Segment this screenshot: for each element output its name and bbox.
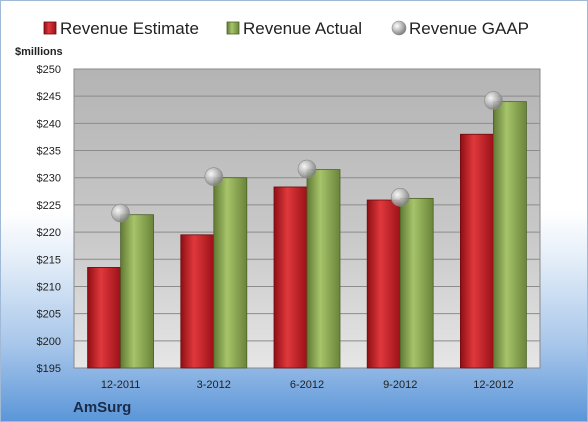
- bar-revenue-estimate: [366, 199, 401, 369]
- marker-revenue-gaap: [484, 91, 503, 110]
- marker-revenue-gaap: [297, 159, 317, 179]
- y-axis-ticks: $195 $200 $205 $210 $215 $220 $225 $230 $235 $240…: [37, 64, 61, 375]
- bar-revenue-estimate: [87, 267, 121, 369]
- legend-label: Revenue GAAP: [409, 19, 529, 38]
- y-tick-label: $200: [37, 336, 61, 348]
- x-tick-label: 12-2012: [473, 379, 513, 391]
- y-tick-label: $225: [37, 200, 61, 212]
- y-tick-label: $220: [37, 227, 61, 239]
- marker-revenue-gaap: [204, 167, 224, 186]
- y-tick-label: $230: [37, 173, 61, 185]
- x-tick-label: 6-2012: [290, 379, 324, 391]
- company-name: AmSurg: [73, 399, 132, 416]
- legend-swatch: [43, 21, 57, 35]
- bar-revenue-estimate: [273, 186, 308, 369]
- bar-revenue-estimate: [459, 133, 494, 369]
- y-tick-label: $245: [37, 91, 61, 103]
- x-axis-ticks: 12-2011 3-2012 6-2012 9-2012 12-2012: [101, 379, 514, 391]
- bar-revenue-actual: [399, 197, 434, 369]
- x-tick-label: 9-2012: [383, 379, 417, 391]
- y-tick-label: $205: [37, 309, 61, 321]
- bar-revenue-actual: [120, 214, 154, 369]
- bar-revenue-actual: [306, 169, 341, 369]
- y-tick-label: $210: [37, 281, 61, 293]
- y-tick-label: $215: [37, 254, 61, 266]
- y-unit-label: $millions: [15, 46, 63, 58]
- y-tick-label: $235: [37, 146, 61, 158]
- bars: [87, 101, 527, 369]
- legend: Revenue Estimate Revenue Actual Revenue GA…: [43, 19, 529, 38]
- marker-revenue-gaap: [390, 187, 410, 207]
- bar-revenue-actual: [492, 101, 527, 369]
- marker-revenue-gaap: [111, 203, 130, 223]
- bar-revenue-estimate: [180, 234, 215, 369]
- legend-label: Revenue Estimate: [60, 19, 199, 38]
- legend-marker: [391, 20, 407, 36]
- x-tick-label: 3-2012: [197, 379, 231, 391]
- y-tick-label: $250: [37, 64, 61, 76]
- gaap-markers: [111, 91, 503, 223]
- legend-swatch: [226, 21, 240, 35]
- y-tick-label: $240: [37, 118, 61, 130]
- bar-revenue-actual: [213, 177, 248, 369]
- legend-label: Revenue Actual: [243, 19, 362, 38]
- y-tick-label: $195: [37, 363, 61, 375]
- x-tick-label: 12-2011: [101, 379, 141, 391]
